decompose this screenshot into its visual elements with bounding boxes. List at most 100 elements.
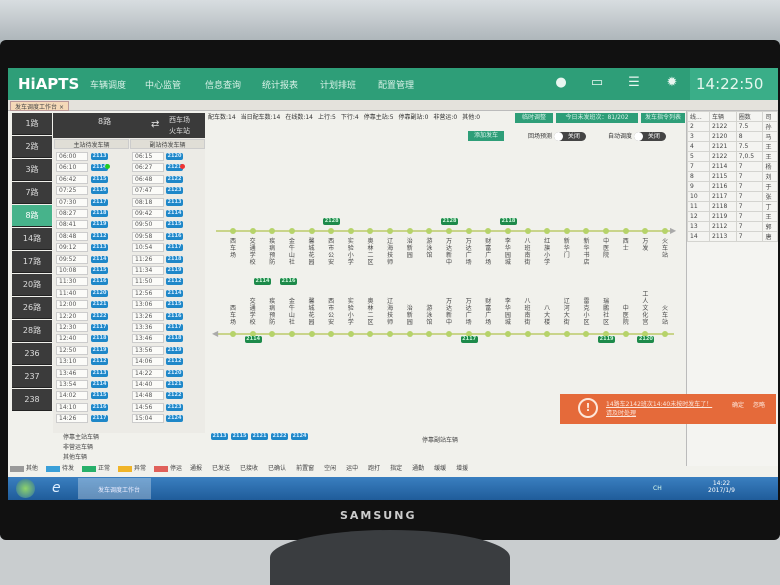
station-name[interactable]: 李华园城 — [504, 298, 511, 326]
table-row[interactable]: 2 2122 7.5 孙 — [686, 121, 778, 132]
main-time-select[interactable]: 07:30 — [56, 197, 88, 207]
gear-icon[interactable]: ✹ — [666, 75, 678, 90]
table-row[interactable]: 8 2115 7 刘 — [686, 171, 778, 182]
sub-time-select[interactable]: 13:36 — [132, 323, 164, 332]
nav-item[interactable]: 配置管理 — [378, 81, 415, 91]
transit-bus[interactable]: 2116 — [280, 278, 297, 285]
nav-item[interactable]: 车辆调度 — [90, 81, 127, 91]
route-item[interactable]: 3路 — [12, 159, 52, 181]
station-name[interactable]: 实验小学 — [347, 238, 354, 266]
table-row[interactable]: 11 2118 7 丁 — [686, 201, 778, 212]
sub-bus[interactable]: 2122 — [166, 175, 183, 183]
upline-bus[interactable]: 2118 — [499, 218, 517, 225]
station-dot[interactable] — [406, 228, 413, 234]
language-indicator[interactable]: CH — [653, 485, 662, 492]
table-row[interactable]: 7 2114 7 杨 — [686, 161, 778, 172]
main-bus[interactable]: 2119 — [91, 221, 108, 229]
main-bus[interactable]: 2112 — [91, 358, 108, 366]
upline-bus[interactable]: 2128 — [441, 218, 458, 225]
main-bus[interactable]: 2113 — [91, 153, 108, 160]
station-name[interactable]: 李华园城 — [504, 238, 511, 266]
station-dot[interactable] — [583, 228, 590, 234]
sub-time-select[interactable]: 15:04 — [132, 414, 164, 424]
temp-adjust-button[interactable]: 临时调整 — [515, 113, 553, 123]
station-name[interactable]: 财富广场 — [485, 238, 492, 266]
sub-bus[interactable]: 2117 — [166, 244, 183, 252]
remaining-trips-button[interactable]: 今日未发班次：81/202 — [556, 113, 638, 123]
downline-bus[interactable]: 2119 — [598, 336, 616, 343]
sub-bus[interactable]: 2115 — [166, 301, 183, 309]
column-header[interactable]: 圈数 — [735, 111, 764, 122]
main-bus[interactable]: 2119 — [91, 346, 108, 354]
station-dot[interactable] — [544, 331, 551, 337]
main-time-select[interactable]: 13:46 — [56, 368, 88, 378]
main-time-select[interactable]: 06:10 — [56, 163, 88, 173]
sub-bus[interactable]: 2114 — [166, 210, 183, 217]
column-header[interactable]: 司 — [762, 111, 778, 122]
main-time-select[interactable]: 10:08 — [56, 266, 88, 275]
main-bus[interactable]: 2117 — [91, 415, 108, 423]
station-name[interactable]: 游泳馆 — [426, 305, 433, 326]
sub-bus[interactable]: 2123 — [166, 403, 183, 411]
station-name[interactable]: 中医院 — [622, 305, 629, 326]
start-button[interactable] — [16, 479, 35, 498]
station-dot[interactable] — [603, 331, 610, 337]
station-dot[interactable] — [308, 331, 315, 337]
main-time-select[interactable]: 06:42 — [56, 174, 88, 184]
browser-icon[interactable]: e — [52, 480, 61, 496]
toggle-switch[interactable]: 关闭 — [553, 132, 586, 141]
table-row[interactable]: 9 2116 7 于 — [686, 181, 778, 192]
route-item[interactable]: 14路 — [12, 228, 52, 250]
downline-bus[interactable]: 2114 — [244, 336, 262, 343]
dispatch-list-button[interactable]: 发车指令列表 — [641, 113, 685, 123]
sub-bus[interactable]: 2115 — [166, 221, 183, 229]
main-time-select[interactable]: 11:30 — [56, 277, 88, 287]
station-dot[interactable] — [465, 228, 472, 234]
sub-time-select[interactable]: 13:06 — [132, 300, 164, 310]
main-time-select[interactable]: 14:26 — [56, 414, 88, 424]
station-dot[interactable] — [642, 228, 649, 234]
station-dot[interactable] — [563, 331, 570, 337]
station-dot[interactable] — [524, 228, 531, 234]
station-name[interactable]: 金牛山社 — [288, 238, 295, 266]
route-item[interactable]: 2路 — [12, 136, 52, 158]
close-icon[interactable]: × — [58, 104, 64, 111]
route-item[interactable]: 28路 — [12, 320, 52, 342]
sub-time-select[interactable]: 13:26 — [132, 311, 164, 321]
station-dot[interactable] — [367, 228, 374, 234]
main-time-select[interactable]: 08:41 — [56, 220, 88, 230]
sub-time-select[interactable]: 11:50 — [132, 277, 164, 287]
station-dot[interactable] — [367, 331, 374, 337]
station-name[interactable]: 交通学校 — [249, 238, 256, 266]
station-dot[interactable] — [347, 228, 354, 234]
downline-bus[interactable]: 2120 — [637, 336, 655, 343]
sub-time-select[interactable]: 06:48 — [132, 174, 164, 184]
confirm-link[interactable]: 确定 — [732, 402, 745, 409]
main-bus[interactable]: 2114 — [91, 164, 108, 172]
sub-time-select[interactable]: 11:26 — [132, 254, 164, 264]
station-name[interactable]: 火车站 — [661, 238, 668, 259]
station-name[interactable]: 新华书店 — [583, 238, 590, 266]
main-time-select[interactable]: 09:12 — [56, 243, 88, 253]
tab-dispatch[interactable]: 发车调度工作台 × — [10, 101, 69, 111]
station-dot[interactable] — [426, 228, 433, 234]
sub-bus[interactable]: 2116 — [166, 232, 183, 240]
station-name[interactable]: 瑞鹏社区 — [603, 298, 610, 326]
station-dot[interactable] — [230, 228, 236, 234]
sub-bus[interactable]: 2118 — [166, 255, 183, 263]
station-dot[interactable] — [328, 228, 335, 234]
main-time-select[interactable]: 13:10 — [56, 357, 88, 367]
station-name[interactable]: 新华门 — [563, 238, 570, 259]
sub-time-select[interactable]: 12:56 — [132, 288, 164, 298]
taskbar-app[interactable]: 发车调度工作台 — [78, 478, 151, 499]
route-item[interactable]: 8路 — [12, 205, 52, 227]
sub-time-select[interactable]: 14:22 — [132, 368, 164, 378]
sub-time-select[interactable]: 08:18 — [132, 197, 164, 207]
toggle-switch[interactable]: 关闭 — [633, 132, 666, 141]
sub-bus[interactable]: 2121 — [166, 381, 183, 388]
main-bus[interactable]: 2118 — [91, 335, 108, 343]
station-dot[interactable] — [446, 228, 452, 234]
station-bus[interactable]: 2115 — [231, 433, 248, 440]
station-dot[interactable] — [328, 331, 335, 337]
station-dot[interactable] — [269, 331, 276, 337]
